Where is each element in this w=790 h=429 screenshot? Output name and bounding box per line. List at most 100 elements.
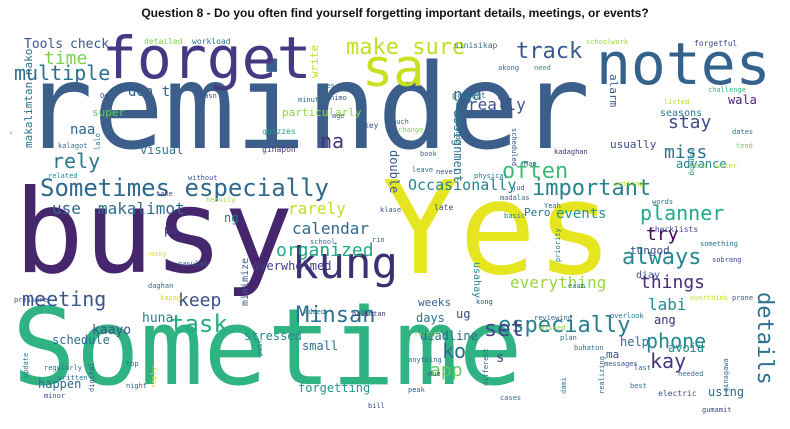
- word-occasionally: Occasionally: [408, 176, 516, 194]
- word-time: time: [44, 48, 87, 69]
- word-nalimtan: nalimtan: [352, 310, 386, 318]
- word-update: update: [22, 353, 30, 378]
- word-days: days: [416, 311, 445, 325]
- word-try: try: [646, 224, 679, 245]
- word-track: track: [516, 39, 582, 64]
- word-ko: ko: [442, 339, 466, 363]
- word-schoolwork: schoolwork: [586, 38, 629, 46]
- word-pero: Pero: [524, 206, 551, 219]
- word-sa: sa: [362, 39, 425, 99]
- word-appointment: appointment: [454, 98, 462, 144]
- word-water: water: [716, 162, 737, 170]
- word-task: task: [170, 310, 228, 338]
- word-sinisikap: sinisikap: [454, 41, 498, 50]
- word-ang: ang: [654, 313, 676, 327]
- word-akong: akong: [498, 64, 519, 72]
- word-yes: Yes: [382, 155, 613, 304]
- word-deadline: deadline: [420, 329, 478, 343]
- word-setting: setting: [614, 180, 644, 188]
- word-usahay: usahay: [471, 262, 482, 298]
- word-weeks: weeks: [418, 296, 451, 309]
- word-cases: cases: [500, 394, 521, 402]
- word-huna: huna: [142, 311, 173, 326]
- word-dami: dami: [560, 377, 568, 394]
- word-anything: anything: [408, 356, 442, 364]
- word-minsan: Minsan: [296, 303, 375, 328]
- word-poor: poor: [256, 339, 264, 356]
- word-notes: notes: [596, 30, 771, 98]
- word-messages: messages: [604, 360, 638, 368]
- word-tungod: tungod: [630, 244, 670, 257]
- word-usually: usually: [610, 138, 657, 151]
- word-set: set: [484, 317, 524, 342]
- word-book: book: [420, 150, 438, 158]
- word-make-sure: make sure: [346, 35, 465, 60]
- word-help: help: [620, 335, 649, 349]
- word-kong: kong: [476, 298, 493, 306]
- word-daghan: daghan: [148, 282, 173, 290]
- word-avoid: avoid: [668, 341, 704, 355]
- word-alarm: alarm: [607, 74, 620, 107]
- word-missed: missed: [540, 324, 565, 332]
- word-checklists: checklists: [650, 225, 698, 234]
- word-kadaghan: kadaghan: [554, 148, 588, 156]
- word-much: much: [392, 118, 409, 126]
- word-naa: naa: [70, 122, 95, 138]
- word-digital: digital: [88, 362, 96, 392]
- word-nga: nga: [453, 85, 482, 104]
- word-different: different: [482, 348, 490, 386]
- word-meeting: meeting: [22, 287, 106, 311]
- word-night: night: [126, 382, 147, 390]
- word-happen: happen: [38, 377, 81, 391]
- word-words: words: [652, 198, 673, 206]
- word-electric: electric: [658, 389, 697, 398]
- word-nasulat: nasulat: [178, 260, 208, 268]
- word-school: school: [310, 238, 335, 246]
- word-gumamit: gumamit: [702, 406, 732, 414]
- word-cues: cues: [318, 82, 335, 90]
- word-gihapon: gihapon: [262, 145, 296, 154]
- word-pa: pa: [164, 223, 178, 237]
- word-miss: miss: [664, 142, 707, 163]
- word-due: due: [428, 370, 441, 378]
- word-many: many: [150, 250, 167, 258]
- word-super: super: [92, 106, 125, 119]
- word-take: take: [156, 190, 173, 198]
- word-ng: ng: [224, 211, 238, 225]
- word-minute: minute: [298, 96, 323, 104]
- word-rely: rely: [52, 149, 100, 173]
- word-quizzes: quizzes: [262, 127, 296, 136]
- word-write: write: [308, 45, 321, 78]
- word-small: small: [302, 339, 338, 353]
- word-peak: peak: [408, 386, 426, 394]
- word-makalimtan-nako: makalimtan nako: [22, 49, 35, 148]
- word-nimo: nimo: [330, 94, 347, 102]
- word-kalagot: kalagot: [58, 142, 88, 150]
- word-overthink: overthink: [690, 294, 729, 302]
- word-klase: klase: [380, 206, 401, 214]
- word-check: check: [70, 37, 109, 52]
- word-use: use: [52, 199, 81, 218]
- word-na: na: [320, 129, 344, 153]
- word-schedule: schedule: [52, 333, 110, 347]
- word-prevent: prevent: [452, 91, 486, 100]
- word-regularly: regularly: [44, 364, 82, 372]
- word-exam: exam: [568, 282, 585, 290]
- word-sometime: Sometime: [12, 286, 523, 409]
- word-workload: workload: [192, 37, 231, 46]
- word-leave: leave: [412, 166, 433, 174]
- word-kung: kung: [292, 238, 398, 289]
- word-listed: listed: [664, 98, 689, 106]
- word-kaayo: kaayo: [92, 323, 131, 338]
- word-diay: diay: [636, 270, 660, 281]
- word-ma: ma: [606, 348, 619, 361]
- word-written: written: [58, 374, 88, 382]
- word-dates: dates: [732, 128, 753, 136]
- word-forgetting: forgetting: [298, 381, 370, 395]
- word-pressure: pressure: [14, 296, 48, 304]
- word-ug: ug: [456, 307, 470, 321]
- word-something: something: [700, 240, 738, 248]
- word-prone: prone: [732, 294, 753, 302]
- word-wasn: wasn: [200, 92, 217, 100]
